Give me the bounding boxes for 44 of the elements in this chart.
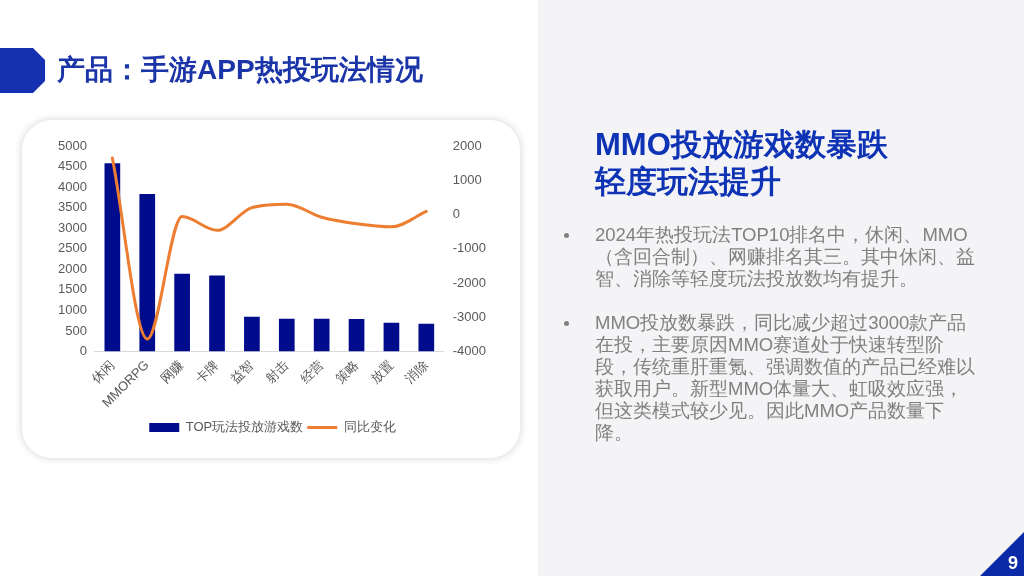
y-tick-label: 3500 [58, 199, 87, 215]
line-series [110, 156, 428, 341]
bar [139, 194, 156, 352]
chart-title: 产品：手游APP热投玩法情况 [57, 53, 423, 87]
x-tick-label: 消除 [401, 357, 431, 387]
x-tick-label: 放置 [367, 357, 397, 387]
bar [418, 323, 435, 352]
bar [104, 163, 121, 352]
bar [313, 318, 330, 352]
bar [278, 318, 295, 352]
bar [383, 322, 400, 352]
y2-tick-label: 2000 [452, 137, 482, 153]
text: 9 [1007, 553, 1018, 573]
y-tick-label: 4500 [58, 158, 87, 174]
x-tick-label: 策略 [332, 357, 362, 387]
bar [209, 275, 225, 352]
x-tick-label: 卡牌 [192, 357, 222, 387]
x-tick-label: 网赚 [157, 357, 187, 387]
x-tick-label: 益智 [227, 357, 257, 387]
y-tick-label: 0 [79, 343, 87, 359]
y2-tick-label: -1000 [452, 240, 486, 256]
y2-tick-label: -3000 [452, 308, 486, 324]
legend-label: TOP玩法投放游戏数 [185, 419, 304, 435]
x-tick-label: 射击 [262, 357, 292, 387]
text: MMO投放游戏数暴跌轻度玩法提升 [595, 126, 889, 200]
y-tick-label: 4000 [58, 178, 87, 194]
y2-tick-label: -4000 [452, 343, 486, 359]
y-tick-label: 2000 [58, 260, 87, 276]
y-tick-label: 5000 [58, 137, 87, 153]
bar [244, 316, 260, 352]
y2-tick-label: 1000 [452, 171, 482, 187]
bar [348, 319, 365, 352]
text: 2024年热投玩法TOP10排名中，休闲、MMO（含回合制）、网赚排名其三。其中休闲、益智、消除等轻度玩法投放数均有提升。 [595, 224, 975, 289]
y-tick-label: 3000 [58, 219, 87, 235]
y2-tick-label: -2000 [452, 274, 486, 290]
x-tick-label: 经营 [297, 357, 327, 387]
text: MMO投放数暴跌，同比减少超过3000款产品在投，主要原因MMO赛道处于快速转型阶段，传统重肝重氪、强调数值的产品已经难以获取用户。新型MMO体量大、虹吸效应强，但这类模式较少见。因此MMO产品数量下降。 [595, 312, 975, 443]
bar [174, 273, 190, 352]
y2-tick-label: 0 [452, 206, 460, 222]
y-tick-label: 1500 [58, 281, 87, 297]
legend-label: 同比变化 [343, 419, 396, 435]
y-tick-label: 500 [65, 322, 87, 338]
y-tick-label: 1000 [58, 302, 87, 318]
y-tick-label: 2500 [58, 240, 87, 256]
